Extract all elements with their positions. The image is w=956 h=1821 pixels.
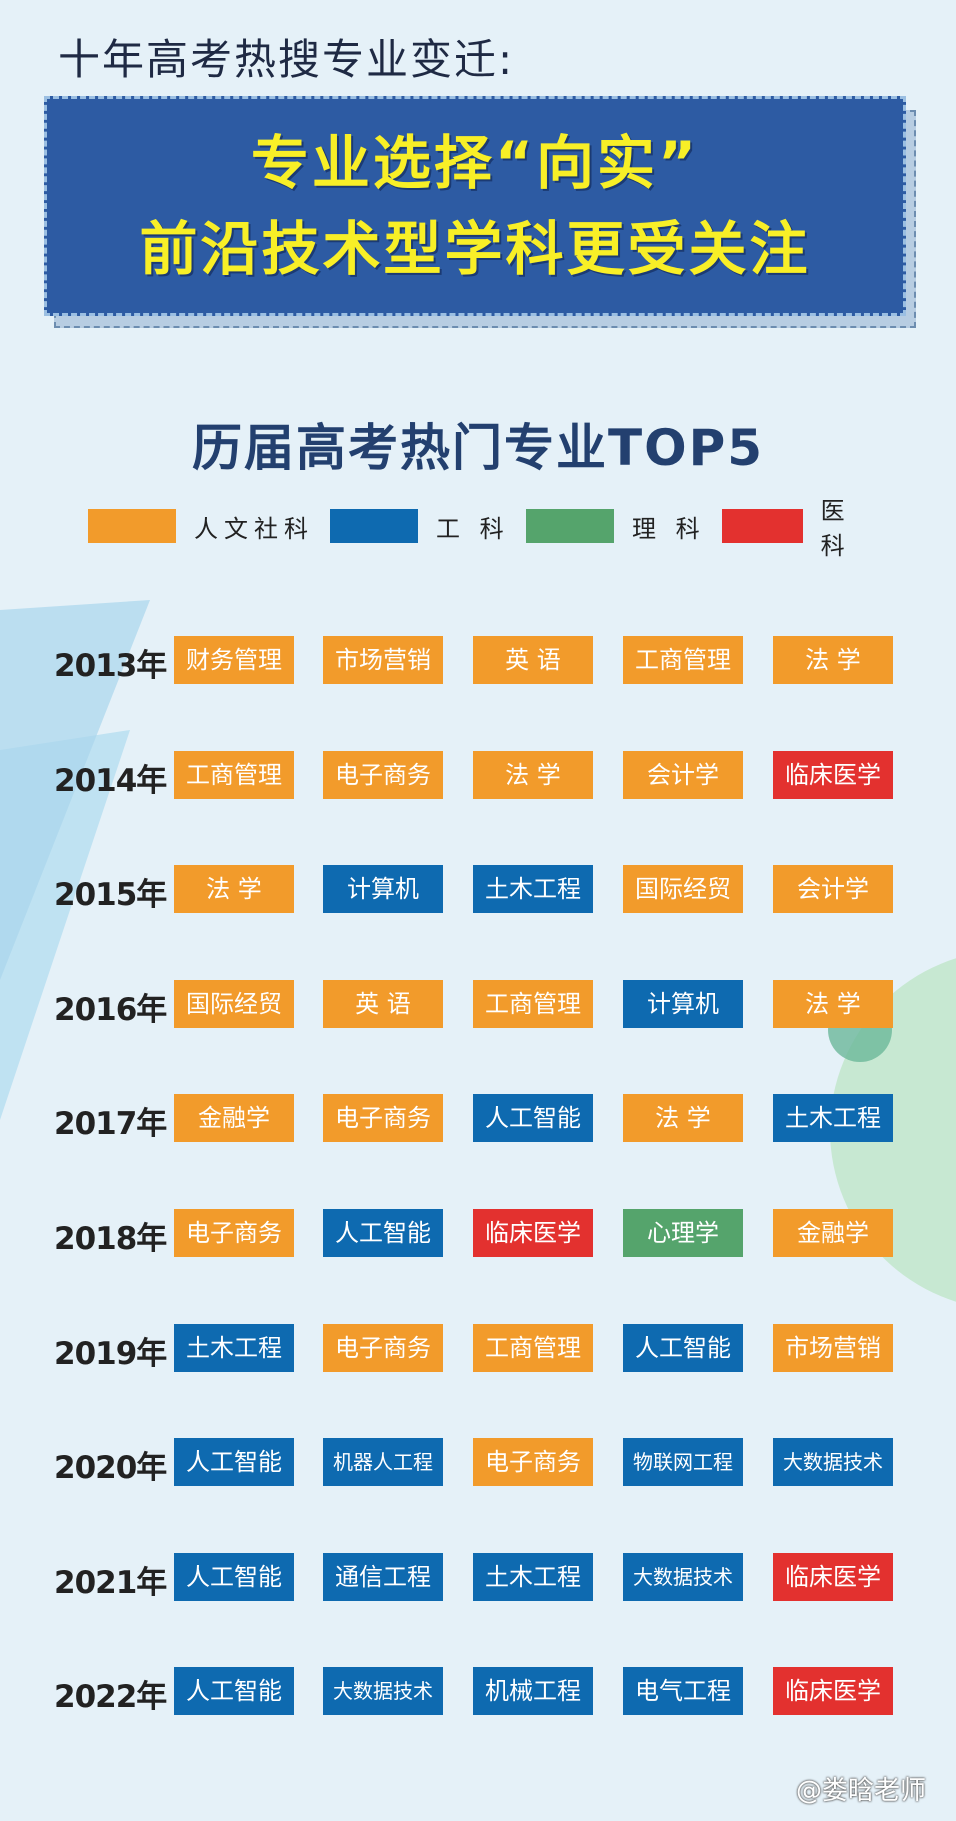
major-cell: 国际经贸 [174,979,294,1028]
major-cell: 土木工程 [473,865,593,914]
legend-item-humanities: 人文社科 [88,508,314,544]
page-title: 十年高考热搜专业变迁: [58,35,515,84]
major-cell: 人工智能 [473,1094,593,1143]
major-cell: 人工智能 [623,1323,743,1372]
major-cell: 电子商务 [473,1438,593,1487]
year-label: 2019年 [54,1335,167,1372]
legend-item-engineering: 工 科 [330,508,510,544]
major-cell: 临床医学 [773,750,893,799]
table-row: 2015年法 学计算机 土木工程 国际经贸 会计学 [0,865,956,914]
legend-label: 人文社科 [194,514,314,543]
major-cell: 计算机 [623,979,743,1028]
year-label: 2020年 [54,1450,167,1487]
major-cell: 人工智能 [323,1209,443,1257]
major-cell: 临床医学 [773,1667,893,1716]
major-cell: 机械工程 [473,1667,593,1716]
legend-swatch [526,509,614,543]
table-row: 2020年 人工智能 机器人工程 电子商务 物联网工程 大数据技术 [0,1438,956,1487]
table-row: 2018年 电子商务 人工智能 临床医学 心理学 金融学 [0,1209,956,1257]
major-cell: 法 学 [623,1094,743,1143]
banner-panel: 专业选择“向实” 前沿技术型学科更受关注 [44,96,906,316]
year-label: 2018年 [54,1221,167,1257]
major-cell: 法 学 [174,865,294,914]
table-row: 2022年 人工智能 大数据技术 机械工程 电气工程 临床医学 [0,1667,956,1716]
year-label: 2022年 [54,1679,167,1716]
major-cell: 大数据技术 [623,1552,743,1601]
major-cell: 电子商务 [323,1094,443,1143]
major-cell: 心理学 [623,1209,743,1257]
major-cell: 大数据技术 [773,1438,893,1487]
major-cell: 会计学 [623,750,743,799]
major-cell: 市场营销 [773,1323,893,1372]
major-cell: 会计学 [773,865,893,914]
major-cell: 法 学 [473,750,593,799]
major-cell: 财务管理 [174,636,294,684]
major-cell: 工商管理 [623,636,743,684]
legend-label: 理 科 [632,514,706,543]
legend-item-medicine: 医 科 [722,497,888,560]
legend-label: 工 科 [436,514,510,543]
year-label: 2017年 [54,1106,167,1143]
major-cell: 金融学 [174,1094,294,1143]
major-cell: 法 学 [773,979,893,1028]
major-cell: 土木工程 [174,1323,294,1372]
major-cell: 工商管理 [473,979,593,1028]
headline-banner: 专业选择“向实” 前沿技术型学科更受关注 [44,96,916,328]
major-cell: 工商管理 [473,1323,593,1372]
major-cell: 物联网工程 [623,1438,743,1487]
major-cell: 金融学 [773,1209,893,1257]
legend-item-science: 理 科 [526,508,706,544]
year-label: 2014年 [54,762,167,799]
legend: 人文社科 工 科 理 科 医 科 [88,497,888,560]
year-label: 2016年 [54,991,167,1028]
year-label: 2021年 [54,1564,167,1601]
table-row: 2013年 财务管理 市场营销英 语工商管理法 学 [0,636,956,684]
major-cell: 英 语 [473,636,593,684]
major-cell: 英 语 [323,979,443,1028]
major-cell: 国际经贸 [623,865,743,914]
watermark: @娄晗老师 [795,1776,926,1806]
major-cell: 人工智能 [174,1552,294,1601]
major-cell: 机器人工程 [323,1438,443,1487]
legend-label: 医 科 [820,497,851,560]
chart-title: 历届高考热门专业TOP5 [191,419,765,477]
table-row: 2016年 国际经贸英 语工商管理 计算机法 学 [0,979,956,1028]
major-cell: 电子商务 [323,1323,443,1372]
major-cell: 土木工程 [473,1552,593,1601]
table-row: 2019年 土木工程 电子商务 工商管理 人工智能 市场营销 [0,1323,956,1372]
major-cell: 电子商务 [174,1209,294,1257]
major-cell: 临床医学 [773,1552,893,1601]
major-cell: 市场营销 [323,636,443,684]
major-cell: 电气工程 [623,1667,743,1716]
major-cell: 大数据技术 [323,1667,443,1716]
major-cell: 通信工程 [323,1552,443,1601]
legend-swatch [330,509,418,543]
major-cell: 法 学 [773,636,893,684]
legend-swatch [88,509,176,543]
headline-line-2: 前沿技术型学科更受关注 [139,215,811,283]
major-cell: 临床医学 [473,1209,593,1257]
major-cell: 人工智能 [174,1667,294,1716]
major-cell: 人工智能 [174,1438,294,1487]
table-row: 2017年 金融学 电子商务 人工智能法 学土木工程 [0,1094,956,1143]
major-cell: 电子商务 [323,750,443,799]
major-cell: 工商管理 [174,750,294,799]
major-cell: 土木工程 [773,1094,893,1143]
major-cell: 计算机 [323,865,443,914]
headline-line-1: 专业选择“向实” [250,129,700,197]
table-row: 2014年 工商管理 电子商务法 学会计学 临床医学 [0,750,956,799]
legend-swatch [722,509,803,543]
year-label: 2015年 [54,877,167,914]
table-row: 2021年 人工智能 通信工程 土木工程 大数据技术 临床医学 [0,1552,956,1601]
year-label: 2013年 [54,648,167,684]
